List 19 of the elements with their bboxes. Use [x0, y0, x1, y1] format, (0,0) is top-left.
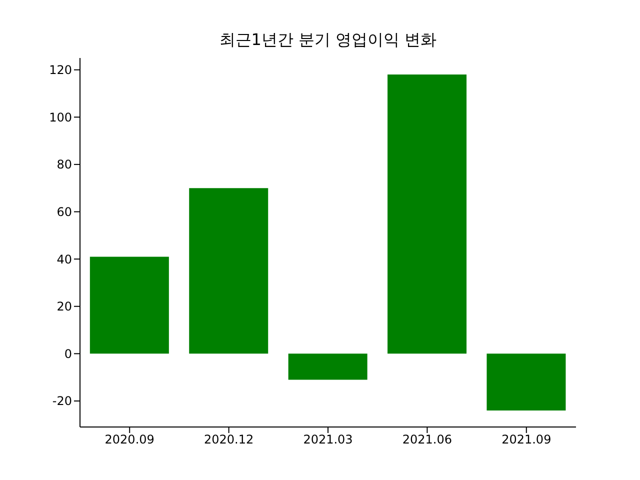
x-tick-label: 2020.09	[104, 432, 154, 447]
x-tick-label: 2021.09	[502, 432, 552, 447]
bar	[90, 256, 169, 354]
y-tick-label: 120	[49, 63, 72, 78]
y-tick-label: 80	[56, 158, 72, 172]
x-tick-label: 2021.03	[303, 432, 353, 447]
chart-title: 최근1년간 분기 영업이익 변화	[218, 30, 438, 51]
x-tick-label: 2021.06	[402, 432, 452, 447]
bar	[388, 74, 467, 354]
y-tick-label: 100	[49, 110, 72, 124]
y-tick-label: 60	[56, 205, 72, 220]
y-tick-label: 20	[56, 300, 72, 314]
x-tick-label: 2020.12	[204, 432, 254, 447]
y-tick-label: 40	[56, 252, 72, 266]
bar	[288, 354, 368, 380]
y-tick-label: -20	[52, 394, 72, 408]
bar	[486, 354, 566, 410]
bar	[189, 188, 268, 354]
y-tick-label: 0	[64, 346, 72, 361]
